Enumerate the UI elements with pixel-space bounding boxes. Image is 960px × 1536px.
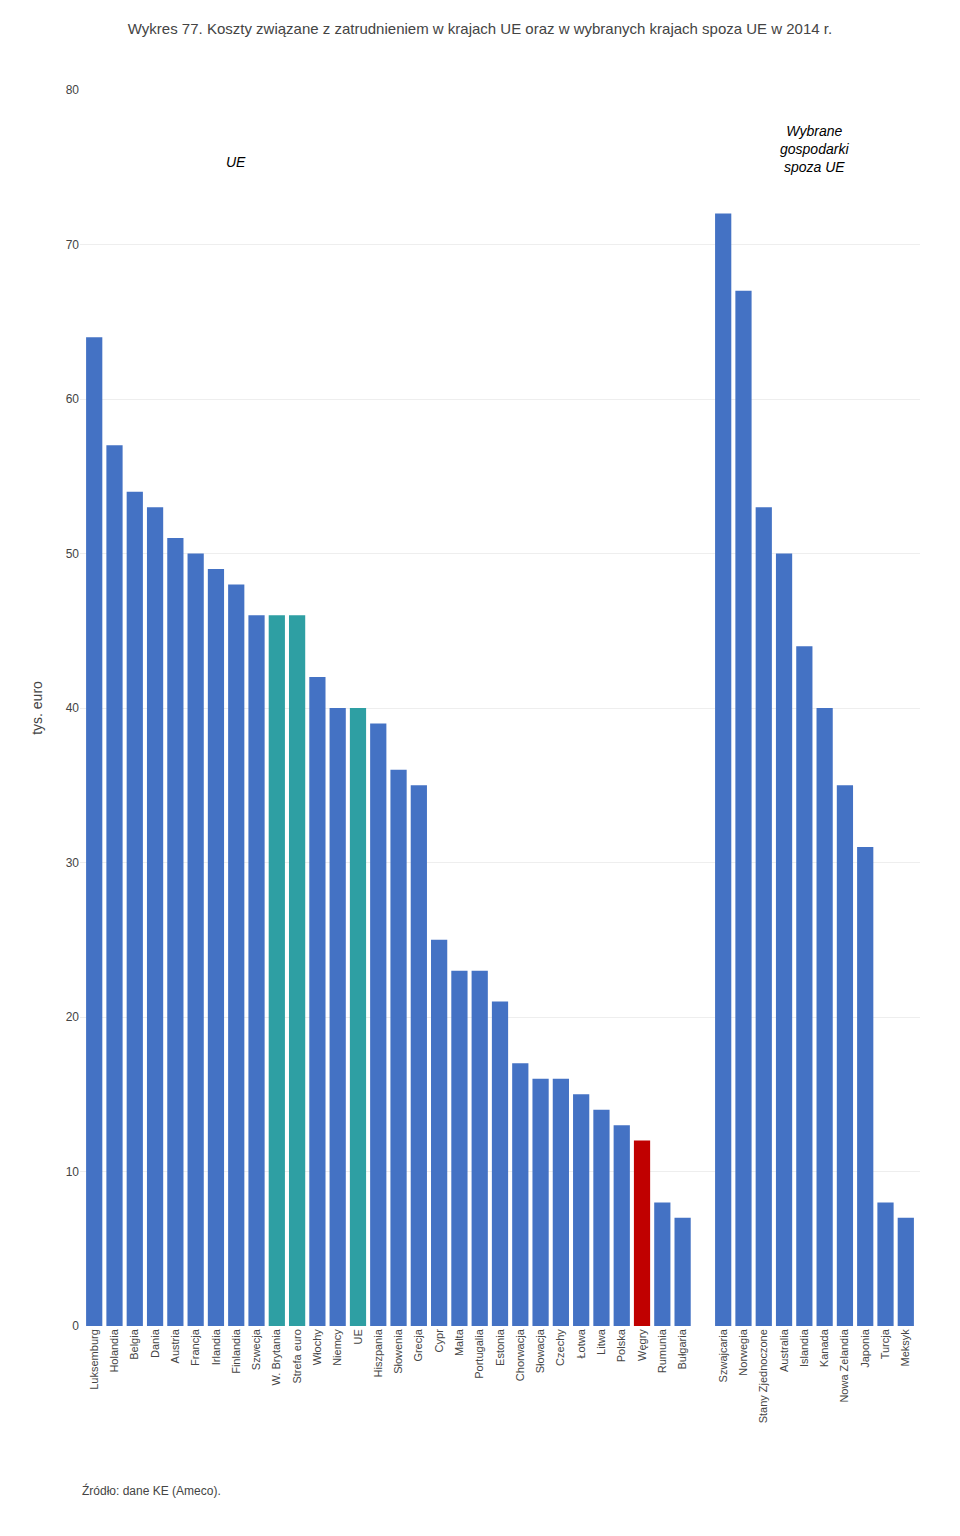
- svg-text:Strefa euro: Strefa euro: [291, 1329, 303, 1383]
- svg-text:Nowa Zelandia: Nowa Zelandia: [839, 1328, 851, 1402]
- svg-text:Islandia: Islandia: [798, 1328, 810, 1367]
- svg-text:W. Brytania: W. Brytania: [270, 1328, 282, 1385]
- svg-text:Irlandia: Irlandia: [210, 1328, 222, 1365]
- svg-text:Francja: Francja: [189, 1328, 201, 1366]
- svg-text:Finlandia: Finlandia: [230, 1328, 242, 1374]
- svg-text:70: 70: [66, 238, 80, 252]
- svg-text:Luksemburg: Luksemburg: [88, 1329, 100, 1390]
- svg-text:60: 60: [66, 392, 80, 406]
- svg-text:Hiszpania: Hiszpania: [372, 1328, 384, 1377]
- svg-text:tys. euro: tys. euro: [29, 681, 45, 735]
- svg-text:Portugalia: Portugalia: [473, 1328, 485, 1378]
- svg-text:UE: UE: [226, 154, 246, 170]
- svg-text:Polska: Polska: [615, 1328, 627, 1362]
- svg-text:Włochy: Włochy: [311, 1329, 323, 1366]
- svg-text:Belgia: Belgia: [128, 1328, 140, 1359]
- svg-text:Bułgaria: Bułgaria: [676, 1328, 688, 1369]
- svg-text:Węgry: Węgry: [636, 1329, 648, 1361]
- svg-text:Australia: Australia: [778, 1328, 790, 1372]
- svg-text:Holandia: Holandia: [108, 1328, 120, 1372]
- svg-text:Słowenia: Słowenia: [392, 1328, 404, 1374]
- svg-text:Litwa: Litwa: [595, 1328, 607, 1355]
- svg-text:UE: UE: [352, 1329, 364, 1344]
- svg-text:Kanada: Kanada: [818, 1328, 830, 1367]
- svg-text:Wykres 77. Koszty związane z z: Wykres 77. Koszty związane z zatrudnieni…: [128, 20, 832, 37]
- svg-text:Austria: Austria: [169, 1328, 181, 1363]
- svg-text:Źródło: dane KE (Ameco).: Źródło: dane KE (Ameco).: [82, 1483, 221, 1498]
- svg-text:20: 20: [66, 1010, 80, 1024]
- svg-text:Słowacja: Słowacja: [534, 1328, 546, 1373]
- svg-text:80: 80: [66, 83, 80, 97]
- svg-text:Stany Zjednoczone: Stany Zjednoczone: [757, 1329, 769, 1423]
- svg-text:10: 10: [66, 1165, 80, 1179]
- svg-text:Szwecja: Szwecja: [250, 1328, 262, 1370]
- svg-text:Wybranegospodarkispoza UE: Wybranegospodarkispoza UE: [780, 123, 849, 175]
- svg-text:Niemcy: Niemcy: [331, 1329, 343, 1366]
- svg-text:Czechy: Czechy: [554, 1329, 566, 1366]
- svg-text:Malta: Malta: [453, 1328, 465, 1356]
- svg-text:Turcja: Turcja: [879, 1328, 891, 1359]
- svg-text:Japonia: Japonia: [859, 1328, 871, 1367]
- svg-text:Szwajcaria: Szwajcaria: [717, 1328, 729, 1382]
- svg-text:Norwegia: Norwegia: [737, 1328, 749, 1375]
- svg-text:40: 40: [66, 701, 80, 715]
- svg-text:Cypr: Cypr: [433, 1329, 445, 1353]
- svg-text:Grecja: Grecja: [412, 1328, 424, 1361]
- svg-text:Chorwacja: Chorwacja: [514, 1328, 526, 1381]
- svg-text:Łotwa: Łotwa: [575, 1328, 587, 1358]
- svg-text:Rumunia: Rumunia: [656, 1328, 668, 1373]
- svg-text:Estonia: Estonia: [494, 1328, 506, 1366]
- svg-text:Dania: Dania: [149, 1328, 161, 1358]
- svg-text:Meksyk: Meksyk: [899, 1329, 911, 1367]
- svg-text:50: 50: [66, 547, 80, 561]
- svg-text:0: 0: [72, 1319, 79, 1333]
- svg-text:30: 30: [66, 856, 80, 870]
